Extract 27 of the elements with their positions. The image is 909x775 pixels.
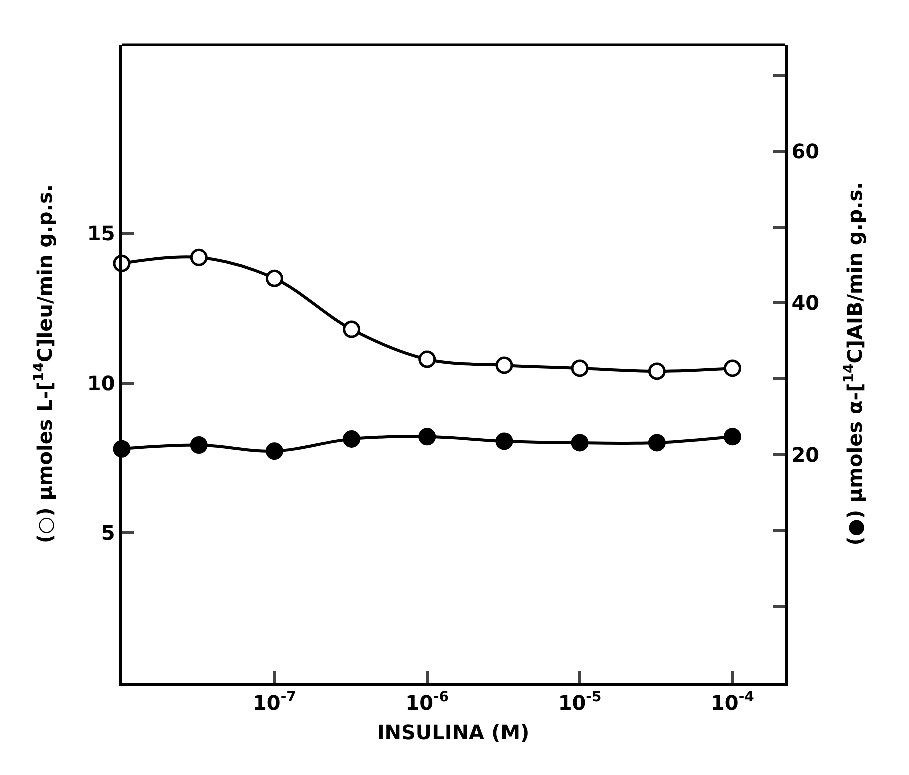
y-tick-label: 5 [101,521,116,546]
x-tick-label: 10$^{-7}$ [252,689,296,715]
point [724,428,742,446]
point [496,356,514,374]
x-tick-label: 10$^{-6}$ [406,689,450,715]
point [571,360,589,378]
point [343,320,361,338]
point [724,360,742,378]
point [418,350,436,368]
y-tick-label: 10 [87,371,116,396]
point [266,270,284,288]
point [418,428,436,446]
y2-tick-label: 60 [792,139,820,164]
point [648,362,666,380]
point [266,442,284,460]
point [648,434,666,452]
x-axis-title: INSULINA (M) [377,720,530,744]
point [496,432,514,450]
point [190,436,208,454]
y2-tick-label: 40 [792,291,820,316]
x-tick-label: 10$^{-4}$ [711,689,755,715]
point [571,434,589,452]
point [190,248,208,266]
y-tick-label: 15 [87,222,116,246]
y2-tick-label: 20 [792,443,820,468]
x-tick-label: 10$^{-5}$ [558,689,602,715]
point [343,430,361,448]
